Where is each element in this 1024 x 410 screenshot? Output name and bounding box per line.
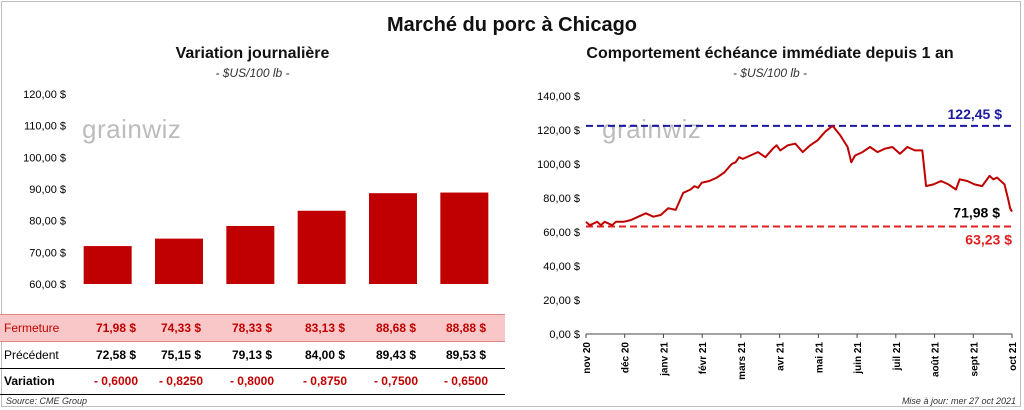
bar: [297, 210, 346, 284]
x-tick-label: févr 21: [698, 342, 709, 375]
update-note: Mise à jour: mer 27 oct 2021: [901, 396, 1016, 406]
table-cell: 83,13 $: [304, 321, 346, 335]
table-cell: 79,13 $: [231, 348, 273, 362]
right-chart-unit: - $US/100 lb -: [732, 66, 808, 80]
row-label: Précédent: [4, 348, 59, 362]
high-value-label: 122,45 $: [948, 106, 1003, 122]
x-tick-label: déc 21: [89, 298, 127, 300]
table-cell: - 0,6500: [443, 374, 489, 388]
x-tick-label: mars 21: [737, 342, 748, 380]
bar: [226, 225, 275, 284]
y-tick-label: 110,00 $: [24, 121, 66, 133]
watermark-logo-left: grainwiz: [82, 114, 182, 144]
x-tick-label: oct 21: [1008, 342, 1019, 371]
y-tick-label: 0,00 $: [549, 329, 580, 341]
table-cell: 84,00 $: [304, 348, 346, 362]
x-tick-label: juin 21: [853, 342, 864, 375]
table-row-fermeture: Fermeture 71,98 $ 74,33 $ 78,33 $ 83,13 …: [0, 314, 505, 342]
source-note: Source: CME Group: [6, 396, 88, 406]
left-chart-unit: - $US/100 lb -: [215, 66, 290, 80]
table-cell: 71,98 $: [95, 321, 137, 335]
y-tick-label: 120,00 $: [537, 125, 580, 137]
table-cell: - 0,7500: [373, 374, 419, 388]
x-tick-label: déc 20: [621, 342, 632, 374]
price-series-line: [585, 124, 1013, 227]
table-cell: 88,88 $: [445, 321, 487, 335]
x-tick-label: févr 22: [160, 298, 199, 300]
table-cell: 89,53 $: [445, 348, 487, 362]
table-cell: - 0,8000: [229, 374, 275, 388]
bar: [440, 192, 489, 284]
bar-chart: 60,00 $ 70,00 $ 80,00 $ 90,00 $ 100,00 $ 110,…: [23, 89, 489, 300]
bar: [83, 246, 132, 284]
table-cell: - 0,8250: [158, 374, 204, 388]
last-value-label: 71,98 $: [953, 205, 1000, 221]
x-tick-label: août 21: [931, 342, 942, 377]
line-chart: 0,00 $ 20,00 $ 40,00 $ 60,00 $ 80,00 $ 100,00…: [537, 91, 1019, 380]
x-tick-label: juil 22: [446, 298, 481, 300]
x-tick-label: avr 21: [776, 342, 787, 371]
x-tick-label: sept 21: [969, 342, 980, 377]
y-tick-label: 90,00 $: [29, 184, 66, 196]
y-tick-label: 80,00 $: [29, 216, 66, 228]
table-cell: 74,33 $: [160, 321, 202, 335]
right-chart-title: Comportement échéance immédiate depuis 1…: [586, 45, 954, 62]
table-row-variation: Variation - 0,6000 - 0,8250 - 0,8000 - 0…: [0, 368, 505, 394]
table-cell: 78,33 $: [231, 321, 273, 335]
y-tick-label: 40,00 $: [543, 261, 580, 273]
x-tick-label: janv 21: [659, 342, 670, 377]
y-tick-label: 140,00 $: [537, 91, 580, 103]
left-chart-title: Variation journalière: [175, 45, 330, 62]
x-tick-label: mai 21: [814, 342, 825, 374]
table-cell: 72,58 $: [95, 348, 137, 362]
x-tick-label: avr 22: [233, 298, 268, 300]
x-tick-label: juin 22: [373, 298, 412, 300]
y-tick-label: 20,00 $: [543, 295, 580, 307]
y-tick-label: 100,00 $: [23, 152, 66, 164]
y-tick-label: 60,00 $: [29, 279, 66, 291]
bar: [369, 193, 417, 284]
row-label: Fermeture: [4, 321, 60, 335]
y-tick-label: 60,00 $: [543, 227, 580, 239]
table-cell: 89,43 $: [375, 348, 417, 362]
table-cell: 88,68 $: [375, 321, 417, 335]
bar: [155, 238, 203, 284]
table-divider: [0, 368, 505, 369]
y-tick-label: 80,00 $: [543, 193, 580, 205]
x-tick-label: juil 21: [892, 342, 903, 372]
x-tick-label: mai 22: [303, 298, 341, 300]
table-cell: - 0,8750: [302, 374, 348, 388]
x-tick-label: nov 20: [582, 342, 593, 374]
y-tick-label: 120,00 $: [23, 89, 66, 101]
low-value-label: 63,23 $: [965, 232, 1012, 248]
y-tick-label: 70,00 $: [29, 247, 66, 259]
watermark-logo-right: grainwiz: [602, 114, 702, 144]
row-label: Variation: [4, 374, 55, 388]
table-row-precedent: Précédent 72,58 $ 75,15 $ 79,13 $ 84,00 …: [0, 342, 505, 368]
table-divider: [0, 394, 505, 395]
table-cell: 75,15 $: [160, 348, 202, 362]
page-title: Marché du porc à Chicago: [386, 14, 638, 36]
y-tick-label: 100,00 $: [537, 159, 580, 171]
table-cell: - 0,6000: [93, 374, 139, 388]
